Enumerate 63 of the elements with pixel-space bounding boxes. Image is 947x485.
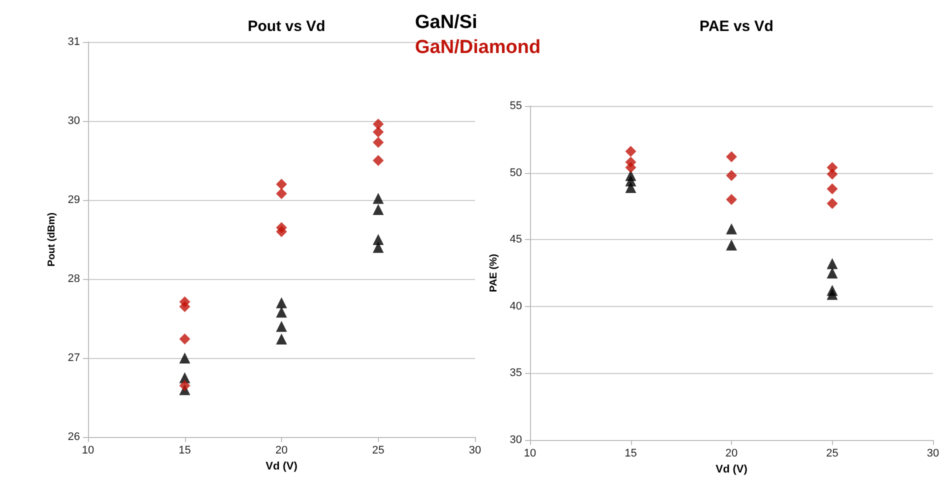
y-tick-label: 26 xyxy=(68,431,80,443)
point xyxy=(276,178,287,190)
point xyxy=(726,170,737,181)
point xyxy=(276,306,287,318)
point xyxy=(179,380,190,392)
x-tick-label: 30 xyxy=(926,448,940,460)
point xyxy=(276,188,287,200)
y-tick-label: 27 xyxy=(68,352,80,364)
point xyxy=(726,194,737,206)
x-tick-label: 10 xyxy=(524,448,536,460)
point xyxy=(179,334,190,345)
x-axis-title: Vd (V) xyxy=(266,460,298,472)
point xyxy=(372,204,384,215)
point xyxy=(625,146,636,157)
y-tick-label: 55 xyxy=(510,100,522,112)
point xyxy=(276,320,287,332)
y-tick-label: 50 xyxy=(510,166,522,179)
point xyxy=(372,155,384,166)
x-tick-label: 15 xyxy=(624,448,637,460)
point xyxy=(372,234,384,245)
x-tick-label: 20 xyxy=(275,444,288,456)
y-axis-title: PAE (%) xyxy=(488,254,500,292)
point xyxy=(625,182,636,193)
x-tick-label: 15 xyxy=(178,444,191,456)
point xyxy=(726,239,737,250)
x-tick-label: 20 xyxy=(725,448,738,460)
point xyxy=(826,198,838,210)
point xyxy=(726,151,737,162)
y-tick-label: 30 xyxy=(68,115,80,127)
point xyxy=(625,162,636,173)
point xyxy=(826,268,838,278)
point xyxy=(179,301,190,312)
point xyxy=(276,297,287,308)
y-tick-label: 45 xyxy=(510,234,522,246)
point xyxy=(276,334,287,345)
x-axis-title: Vd (V) xyxy=(716,464,748,476)
point xyxy=(826,258,838,270)
x-tick-label: 30 xyxy=(468,444,482,456)
point xyxy=(372,118,384,130)
text: GaN/Diamond xyxy=(415,37,541,58)
point xyxy=(826,288,838,300)
x-tick-label: 25 xyxy=(372,444,384,456)
text: GaN/Si xyxy=(415,12,478,33)
x-tick-label: 25 xyxy=(826,448,838,460)
y-tick-label: 31 xyxy=(68,36,80,48)
y-tick-label: 28 xyxy=(68,273,80,285)
point xyxy=(826,183,838,194)
y-tick-label: 35 xyxy=(510,367,522,380)
point xyxy=(372,192,384,204)
y-axis-title: Pout (dBm) xyxy=(46,212,58,266)
point xyxy=(726,223,737,234)
point xyxy=(372,136,384,148)
chart-title: PAE vs Vd xyxy=(700,18,774,35)
point xyxy=(372,242,384,253)
point xyxy=(826,168,838,180)
y-tick-label: 29 xyxy=(68,194,80,206)
point xyxy=(372,126,384,138)
y-tick-label: 40 xyxy=(510,300,522,312)
point xyxy=(276,226,287,238)
x-tick-label: 10 xyxy=(82,444,94,456)
chart-title: Pout vs Vd xyxy=(248,18,326,35)
point xyxy=(179,352,190,364)
y-tick-label: 30 xyxy=(510,434,522,446)
